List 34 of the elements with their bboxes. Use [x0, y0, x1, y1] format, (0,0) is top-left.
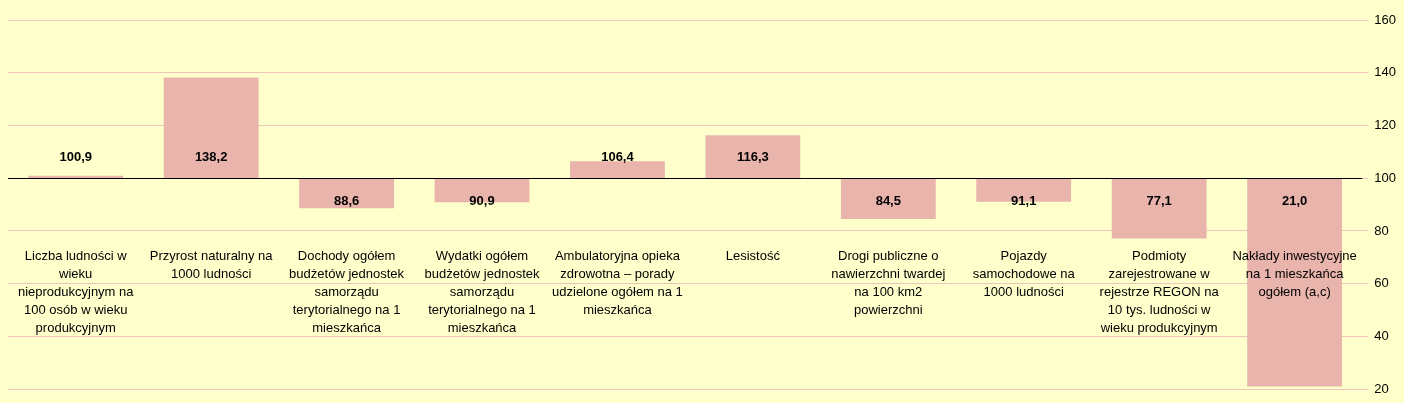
- data-label: 77,1: [1146, 192, 1172, 208]
- x-tick-label: Przyrost naturalny na 1000 ludności: [149, 248, 274, 282]
- bar: [299, 178, 394, 209]
- bar: [705, 135, 801, 179]
- bar: [570, 161, 665, 179]
- data-label: 138,2: [194, 148, 228, 164]
- data-label: 116,3: [736, 148, 769, 164]
- bar: [1111, 178, 1207, 239]
- x-tick-label: Lesistość: [725, 248, 781, 264]
- x-tick-label: Wydatki ogółem budżetów jednostek samorządu terytorialnego na 1 mieszkańca: [424, 248, 540, 336]
- y-tick-label: 40: [1374, 328, 1389, 344]
- x-tick-label: Dochody ogółem budżetów jednostek samorządu terytorialnego na 1 mieszkańca: [289, 248, 405, 336]
- data-label: 90,9: [469, 192, 495, 208]
- data-label: 88,6: [333, 192, 360, 208]
- data-label: 106,4: [601, 148, 635, 164]
- y-tick-label: 60: [1374, 275, 1389, 291]
- x-tick-label: Drogi publiczne o nawierzchni twardej na 100 km2 powierzchni: [831, 248, 946, 318]
- data-label: 84,5: [875, 192, 901, 208]
- data-label: 91,1: [1011, 192, 1037, 208]
- x-tick-label: Nakłady inwestycyjne na 1 mieszkańca ogółem (a,c): [1232, 248, 1357, 300]
- x-tick-label: Pojazdy samochodowe na 1000 ludności: [972, 248, 1076, 300]
- y-tick-label: 80: [1374, 222, 1389, 238]
- data-label: 100,9: [59, 148, 92, 164]
- y-tick-label: 100: [1374, 169, 1397, 185]
- y-tick-label: 120: [1374, 117, 1397, 133]
- y-tick-label: 20: [1374, 380, 1389, 396]
- y-tick-label: 140: [1374, 64, 1397, 80]
- y-tick-label: 160: [1374, 11, 1397, 27]
- x-tick-label: Podmioty zarejestrowane w rejestrze REGON na 10 tys. ludności w wieku produkcyjnym: [1099, 248, 1220, 336]
- x-tick-label: Liczba ludności w wieku nieprodukcyjnym na 100 osób w wieku produkcyjnym: [17, 248, 135, 336]
- bar: [163, 77, 259, 179]
- bar: [840, 178, 936, 220]
- data-label: 21,0: [1281, 192, 1308, 208]
- x-tick-label: Ambulatoryjna opieka zdrowotna – porady udzielone ogółem na 1 mieszkańca: [552, 248, 683, 318]
